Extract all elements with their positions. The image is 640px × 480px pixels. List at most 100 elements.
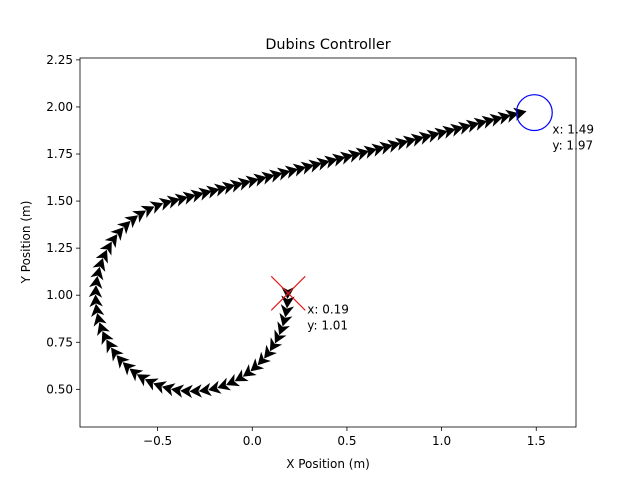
trajectory-arrow bbox=[89, 294, 103, 308]
trajectory-arrow bbox=[206, 185, 220, 199]
y-tick-label: 1.50 bbox=[46, 194, 73, 208]
trajectory-arrow bbox=[153, 381, 168, 394]
ticks: −0.5 0.0 0.5 1.0 1.5 0.50 0.75 1.00 1.25 1.50 1.75… bbox=[46, 53, 546, 448]
goal-label-y: y: 1.97 bbox=[552, 139, 593, 153]
x-tick-label: 1.0 bbox=[432, 434, 451, 448]
trajectory-arrow bbox=[281, 295, 295, 309]
trajectory-arrow bbox=[88, 285, 103, 298]
trajectory-arrow bbox=[257, 351, 271, 366]
trajectory-arrow bbox=[276, 167, 291, 181]
trajectory-arrow bbox=[279, 312, 293, 327]
trajectory-arrow bbox=[136, 374, 151, 387]
trajectory-arrow bbox=[101, 330, 114, 345]
trajectory-arrow bbox=[277, 321, 290, 336]
trajectory-arrow bbox=[97, 322, 110, 337]
trajectory-arrow bbox=[402, 135, 417, 149]
trajectory-arrow bbox=[473, 117, 488, 131]
trajectory-arrow bbox=[110, 227, 124, 241]
trajectory-arrow bbox=[104, 234, 118, 249]
trajectory-arrow bbox=[331, 153, 346, 167]
trajectory-arrow bbox=[92, 258, 106, 272]
trajectory-arrow bbox=[284, 165, 299, 179]
y-axis-label: Y Position (m) bbox=[19, 201, 33, 285]
trajectory-arrow bbox=[394, 137, 409, 151]
trajectory-arrow bbox=[253, 173, 267, 187]
trajectory-arrow bbox=[140, 205, 155, 218]
y-tick-label: 1.25 bbox=[46, 241, 73, 255]
trajectory-arrow bbox=[481, 115, 496, 129]
y-tick-label: 0.50 bbox=[46, 382, 73, 396]
trajectory-arrow bbox=[213, 183, 228, 197]
y-tick-label: 0.75 bbox=[46, 335, 73, 349]
trajectory-arrow bbox=[457, 121, 472, 135]
trajectory-arrow bbox=[190, 189, 204, 203]
trajectory-arrow bbox=[418, 131, 433, 145]
trajectory-arrow bbox=[371, 143, 385, 157]
y-tick-label: 2.00 bbox=[46, 100, 73, 114]
x-tick-label: 1.5 bbox=[527, 434, 546, 448]
trajectory-arrow bbox=[292, 163, 307, 177]
trajectory-arrow bbox=[280, 304, 295, 318]
trajectory-arrow bbox=[242, 364, 257, 377]
trajectory-arrow bbox=[449, 123, 464, 137]
x-axis-label: X Position (m) bbox=[286, 457, 370, 471]
goal-label-x: x: 1.49 bbox=[552, 123, 594, 137]
trajectory-arrow bbox=[264, 344, 277, 359]
trajectory-arrow bbox=[274, 329, 287, 344]
x-tick-label: −0.5 bbox=[143, 434, 172, 448]
start-label-y: y: 1.01 bbox=[307, 318, 348, 332]
trajectory-arrow bbox=[149, 201, 164, 214]
trajectory-arrow bbox=[316, 157, 330, 171]
trajectory-arrow bbox=[347, 149, 362, 163]
trajectory-arrow bbox=[410, 133, 425, 147]
markers: x: 0.19 y: 1.01 x: 1.49 y: 1.97 bbox=[270, 94, 594, 332]
axes-frame bbox=[79, 57, 577, 428]
trajectory-arrow bbox=[93, 313, 107, 327]
x-tick-label: 0.5 bbox=[337, 434, 356, 448]
trajectory-arrow bbox=[189, 384, 202, 398]
trajectory-arrow bbox=[144, 378, 159, 391]
trajectory-arrow bbox=[442, 125, 456, 139]
trajectory-arrow bbox=[170, 384, 185, 398]
trajectory-arrow bbox=[217, 377, 232, 391]
trajectory-arrow bbox=[261, 171, 275, 185]
trajectory-arrow bbox=[208, 380, 222, 394]
y-tick-label: 1.00 bbox=[46, 288, 73, 302]
trajectory-arrow bbox=[158, 197, 173, 211]
trajectory-arrow bbox=[116, 355, 130, 369]
trajectory-arrow bbox=[363, 145, 378, 159]
trajectory-arrow bbox=[268, 169, 283, 183]
trajectory-arrow bbox=[226, 373, 241, 387]
trajectory-arrow bbox=[106, 339, 119, 354]
trajectory-arrow bbox=[161, 383, 176, 397]
trajectory-arrow bbox=[308, 159, 322, 173]
trajectory-arrow bbox=[110, 347, 124, 362]
trajectory-arrow bbox=[387, 139, 401, 153]
trajectory-arrow bbox=[122, 362, 137, 376]
trajectory-arrow bbox=[124, 215, 139, 229]
start-label-x: x: 0.19 bbox=[307, 302, 349, 316]
y-tick-label: 1.75 bbox=[46, 147, 73, 161]
trajectory-arrow bbox=[90, 266, 104, 281]
x-tick-label: 0.0 bbox=[243, 434, 262, 448]
trajectory-arrow bbox=[221, 181, 236, 195]
goal-circle-marker bbox=[515, 94, 553, 132]
trajectory-arrow bbox=[426, 129, 440, 143]
trajectory-arrow bbox=[250, 358, 265, 372]
trajectory-arrow bbox=[129, 368, 144, 382]
trajectory-arrow bbox=[324, 155, 338, 169]
y-tick-label: 2.25 bbox=[46, 53, 73, 67]
trajectory-arrow bbox=[116, 220, 131, 235]
trajectory-arrow bbox=[379, 141, 393, 155]
trajectory-arrow bbox=[505, 109, 519, 123]
trajectory-arrow bbox=[198, 187, 212, 201]
trajectory-arrow bbox=[234, 369, 249, 382]
trajectory-arrow bbox=[465, 119, 480, 133]
chart-title: Dubins Controller bbox=[265, 37, 390, 53]
trajectory-arrow bbox=[300, 161, 315, 175]
trajectory-arrow bbox=[269, 337, 283, 352]
trajectory-arrow bbox=[91, 303, 105, 317]
trajectory-arrow bbox=[245, 175, 259, 189]
